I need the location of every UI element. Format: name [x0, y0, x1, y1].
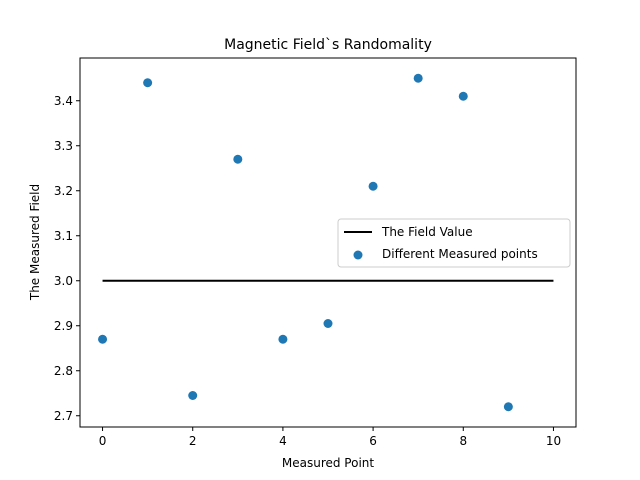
y-tick-label: 3.3 — [54, 139, 73, 153]
x-tick-label: 0 — [99, 434, 107, 448]
x-tick-label: 8 — [459, 434, 467, 448]
plot-area: 0 2 4 6 8 10 2.7 2.8 2.9 3.0 3.1 3.2 3.3 3.4 — [54, 57, 577, 448]
legend-entry-label: The Field Value — [381, 225, 473, 239]
y-tick-label: 3.2 — [54, 184, 73, 198]
legend-entry-label: Different Measured points — [382, 247, 538, 261]
data-point — [323, 319, 333, 328]
legend: The Field Value Different Measured points — [337, 218, 571, 268]
data-point — [98, 334, 108, 344]
y-tick-label: 3.4 — [54, 94, 73, 108]
x-tick-label: 4 — [279, 434, 287, 448]
data-point — [278, 334, 288, 344]
axes-frame — [79, 57, 577, 428]
data-point — [233, 154, 243, 164]
data-point — [503, 402, 513, 412]
data-point — [413, 73, 423, 83]
y-tick-label: 3.1 — [54, 229, 73, 243]
x-tick-label: 10 — [546, 434, 561, 448]
x-axis-label: Measured Point — [282, 456, 375, 470]
data-point — [458, 91, 468, 101]
y-tick-label: 2.7 — [54, 409, 73, 423]
legend-box — [337, 218, 571, 268]
x-tick-label: 2 — [189, 434, 197, 448]
chart-title: Magnetic Field`s Randomality — [224, 37, 432, 53]
y-tick-label: 3.0 — [54, 274, 73, 288]
data-point — [368, 181, 378, 191]
y-tick-label: 2.9 — [54, 319, 73, 333]
y-axis-label: The Measured Field — [28, 184, 42, 301]
y-tick-label: 2.8 — [54, 364, 73, 378]
data-point — [188, 391, 198, 400]
legend-point-marker — [353, 250, 363, 260]
data-point — [143, 78, 153, 88]
x-tick-label: 6 — [369, 434, 377, 448]
